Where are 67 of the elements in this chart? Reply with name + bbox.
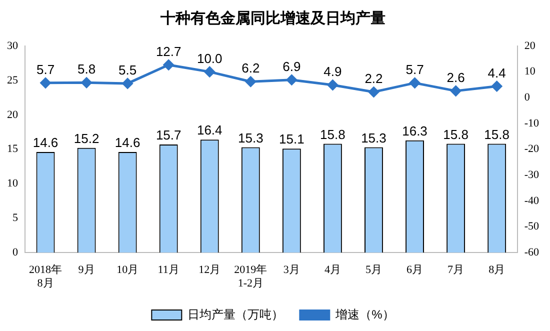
data-label: 2.2 — [364, 71, 383, 86]
y-tick-label: 0 — [12, 246, 18, 258]
data-label: 15.3 — [238, 130, 264, 146]
chart-title: 十种有色金属同比增速及日均产量 — [160, 10, 386, 28]
y2-tick-label: 20 — [524, 40, 536, 52]
legend-label: 增速（%） — [334, 307, 394, 322]
x-tick-label: 4月 — [324, 264, 341, 276]
y-tick-label: 5 — [12, 212, 18, 224]
point — [368, 86, 379, 98]
data-label: 15.8 — [484, 126, 510, 142]
y-tick-label: 25 — [7, 74, 18, 86]
y2-tick-label: -30 — [524, 169, 540, 182]
data-label: 5.5 — [118, 62, 137, 78]
y2-tick-label: -50 — [524, 220, 540, 233]
y2-tick-label: -10 — [524, 117, 540, 130]
data-label: 5.7 — [406, 62, 424, 78]
point — [245, 76, 256, 87]
point — [163, 60, 174, 70]
point — [450, 86, 462, 96]
x-tick-label: 6月 — [406, 264, 424, 276]
y-tick-label: 30 — [7, 40, 18, 52]
x-tick-label: 3月 — [283, 264, 300, 276]
x-tick-label: 12月 — [198, 264, 221, 276]
data-label: 15.8 — [443, 126, 468, 142]
data-label: 16.4 — [196, 122, 222, 138]
x-tick-label: 10月 — [116, 264, 139, 276]
point — [492, 81, 502, 92]
x-tick-label: 2019年 1-2月 — [234, 264, 268, 290]
y-tick-label: 15 — [7, 143, 18, 156]
x-tick-label: 2018年 8月 — [29, 264, 62, 290]
x-tick-label: 5月 — [365, 264, 382, 276]
legend-label: 日均产量（万吨） — [188, 307, 284, 322]
data-label: 14.6 — [32, 135, 58, 150]
point — [410, 78, 420, 88]
y2-tick-label: -20 — [524, 143, 540, 156]
point — [40, 78, 51, 88]
point — [286, 74, 297, 86]
data-label: 6.2 — [242, 60, 260, 76]
data-label: 6.9 — [282, 58, 301, 74]
data-label: 12.7 — [156, 44, 182, 59]
point — [122, 78, 133, 89]
y2-tick-label: -60 — [524, 246, 540, 258]
data-label: 15.2 — [74, 131, 100, 146]
y2-tick-label: 0 — [524, 92, 530, 104]
data-label: 14.6 — [114, 135, 140, 150]
x-tick-label: 11月 — [158, 264, 180, 276]
x-tick-label: 9月 — [78, 264, 95, 276]
y2-tick-label: 10 — [524, 66, 536, 78]
data-label: 4.9 — [324, 64, 342, 80]
y-tick-label: 10 — [7, 178, 18, 190]
data-label: 10.0 — [196, 50, 222, 66]
y2-tick-label: -40 — [524, 194, 540, 207]
y-tick-label: 20 — [7, 108, 18, 121]
data-label: 15.8 — [320, 126, 346, 142]
data-label: 5.7 — [36, 62, 55, 78]
data-label: 15.1 — [279, 132, 304, 147]
point — [81, 77, 92, 88]
x-tick-label: 8月 — [488, 264, 506, 276]
data-label: 16.3 — [402, 123, 428, 138]
point — [204, 66, 215, 78]
data-label: 2.6 — [446, 70, 465, 86]
data-label: 4.4 — [488, 65, 506, 80]
data-label: 5.8 — [78, 62, 96, 77]
point — [327, 80, 338, 90]
data-label: 15.7 — [156, 128, 182, 143]
x-tick-label: 7月 — [448, 264, 464, 276]
data-label: 15.3 — [361, 130, 386, 146]
